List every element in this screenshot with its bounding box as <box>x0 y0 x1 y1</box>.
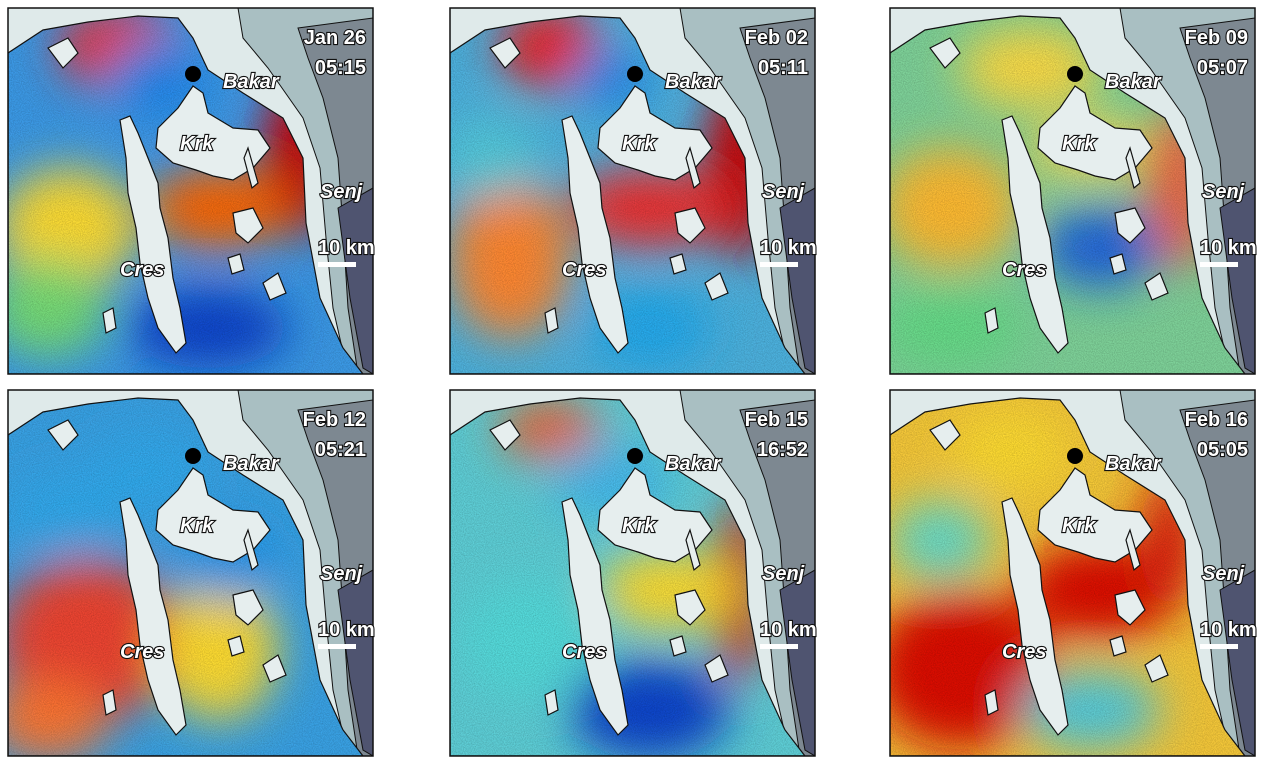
label-krk: Krk <box>180 515 214 537</box>
island <box>985 690 998 715</box>
panel-date: Jan 26 <box>304 27 366 49</box>
panel-date: Feb 12 <box>303 409 366 431</box>
label-krk: Krk <box>622 133 656 155</box>
scale-bar <box>760 262 798 267</box>
figure: Bakar Krk Senj Cres 10 km Jan 26 05:15 Bakar Krk… <box>0 0 1287 757</box>
map-panel: Bakar Krk Senj Cres 10 km Feb 16 05:05 <box>870 390 1257 756</box>
label-senj: Senj <box>1202 181 1245 203</box>
label-cres: Cres <box>562 641 606 663</box>
label-senj: Senj <box>320 563 363 585</box>
label-bakar: Bakar <box>1105 453 1162 475</box>
label-senj: Senj <box>320 181 363 203</box>
island <box>103 308 116 333</box>
island <box>103 690 116 715</box>
label-krk: Krk <box>180 133 214 155</box>
label-senj: Senj <box>1202 563 1245 585</box>
map-panel: Bakar Krk Senj Cres 10 km Feb 09 05:07 <box>880 8 1257 374</box>
label-scale: 10 km <box>1200 619 1257 641</box>
map-panel: Bakar Krk Senj Cres 10 km Feb 15 16:52 <box>450 390 817 757</box>
label-krk: Krk <box>1062 515 1096 537</box>
label-cres: Cres <box>1002 259 1046 281</box>
label-scale: 10 km <box>1200 237 1257 259</box>
label-scale: 10 km <box>318 237 375 259</box>
label-senj: Senj <box>762 563 805 585</box>
panel-date: Feb 02 <box>745 27 808 49</box>
island <box>545 690 558 715</box>
label-cres: Cres <box>120 641 164 663</box>
bakar-dot <box>627 66 643 82</box>
scale-bar <box>318 644 356 649</box>
label-cres: Cres <box>120 259 164 281</box>
label-scale: 10 km <box>318 619 375 641</box>
island <box>545 308 558 333</box>
label-cres: Cres <box>562 259 606 281</box>
island <box>985 308 998 333</box>
panel-time: 05:11 <box>758 57 808 79</box>
bakar-dot <box>185 448 201 464</box>
scale-bar <box>1200 644 1238 649</box>
panel-date: Feb 15 <box>745 409 808 431</box>
label-krk: Krk <box>622 515 656 537</box>
map-panel: Bakar Krk Senj Cres 10 km Feb 12 05:21 <box>0 390 375 757</box>
label-bakar: Bakar <box>1105 71 1162 93</box>
label-scale: 10 km <box>760 619 817 641</box>
label-bakar: Bakar <box>223 453 280 475</box>
label-bakar: Bakar <box>665 71 722 93</box>
panel-time: 05:07 <box>1197 57 1248 79</box>
label-bakar: Bakar <box>223 71 280 93</box>
bakar-dot <box>185 66 201 82</box>
panel-time: 05:05 <box>1197 439 1248 461</box>
map-panel: Bakar Krk Senj Cres 10 km Feb 02 05:11 <box>440 8 817 374</box>
label-krk: Krk <box>1062 133 1096 155</box>
panel-time: 05:21 <box>315 439 366 461</box>
label-senj: Senj <box>762 181 805 203</box>
bakar-dot <box>627 448 643 464</box>
scale-bar <box>760 644 798 649</box>
map-panel: Bakar Krk Senj Cres 10 km Jan 26 05:15 <box>0 8 375 374</box>
bakar-dot <box>1067 66 1083 82</box>
label-bakar: Bakar <box>665 453 722 475</box>
panel-time: 16:52 <box>757 439 808 461</box>
label-cres: Cres <box>1002 641 1046 663</box>
scale-bar <box>318 262 356 267</box>
panel-time: 05:15 <box>315 57 366 79</box>
bakar-dot <box>1067 448 1083 464</box>
label-scale: 10 km <box>760 237 817 259</box>
panel-date: Feb 09 <box>1185 27 1248 49</box>
panel-date: Feb 16 <box>1185 409 1248 431</box>
scale-bar <box>1200 262 1238 267</box>
